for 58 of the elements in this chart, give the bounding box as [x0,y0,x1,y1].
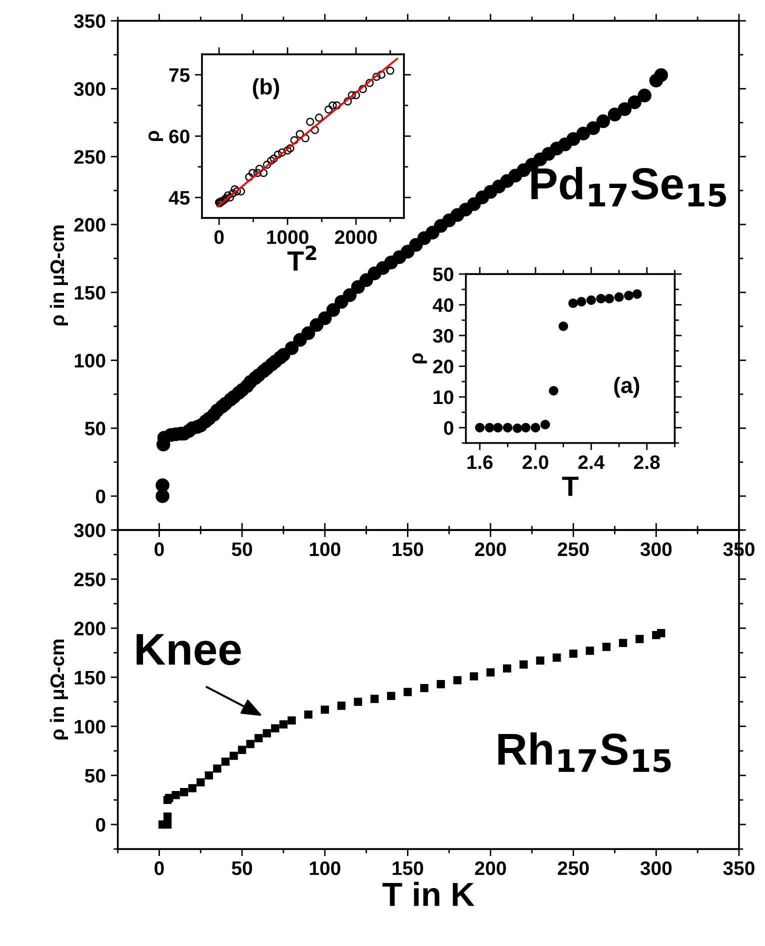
x-tick-label: 2.4 [578,455,605,469]
annotation: Rh$_{17}$S$_{15}$ [498,732,671,772]
y-tick-label: 100 [74,720,106,734]
x-tick-label: 1.6 [468,455,493,470]
y-tick-label: 0 [96,490,106,504]
x-tick-label: 2.8 [634,455,660,470]
y-tick-label: 0 [96,818,106,832]
y-tick-label: 150 [74,286,106,300]
x-axis-title: T$^{2}$ [287,246,316,271]
x-tick-label: 350 [723,861,754,876]
y-tick-label: 30 [432,328,454,343]
x-tick-label: 1000 [267,230,308,244]
y-tick-label: 250 [74,572,106,586]
y-tick-label: 300 [74,524,106,538]
x-axis-title: T in K [382,882,474,906]
y-tick-label: 50 [84,768,106,783]
x-tick-label: 100 [310,542,340,556]
y-tick-label: 20 [433,360,454,374]
y-axis-title: ρ in μΩ-cm [50,640,68,740]
x-tick-label: 2.0 [522,455,548,470]
y-tick-label: 200 [74,218,106,232]
x-tick-label: 200 [474,861,506,876]
y-tick-label: 250 [74,150,106,164]
x-tick-label: 2000 [335,230,377,244]
y-tick-label: 200 [74,622,106,636]
x-tick-label: 50 [232,542,252,556]
x-axis-title: T [562,476,578,496]
annotation: (a) [614,376,640,398]
x-tick-label: 0 [154,542,164,556]
y-axis-title: ρ [412,353,427,364]
y-axis-title: ρ in μΩ-cm [50,226,68,326]
y-tick-label: 45 [168,191,190,205]
x-tick-label: 300 [640,542,672,556]
y-tick-label: 40 [432,298,454,312]
y-axis-title: ρ [148,130,163,141]
y-tick-label: 50 [433,268,454,282]
x-tick-label: 100 [310,861,340,876]
y-tick-label: 150 [74,670,106,685]
x-tick-label: 250 [558,861,589,876]
y-tick-label: 100 [74,354,106,368]
x-tick-label: 150 [392,861,424,876]
annotation: Knee [136,634,241,666]
x-tick-label: 150 [392,542,424,556]
annotation: (b) [252,78,280,100]
y-tick-label: 60 [169,130,190,144]
x-tick-label: 250 [558,542,589,556]
x-tick-label: 0 [214,230,224,244]
x-tick-label: 200 [474,542,506,556]
y-tick-label: 300 [74,82,106,96]
y-tick-label: 0 [444,421,454,435]
x-tick-label: 300 [640,861,672,876]
annotation: Pd$_{17}$Se$_{15}$ [531,166,726,207]
y-tick-label: 350 [74,14,106,28]
x-tick-label: 50 [232,861,252,876]
x-tick-label: 0 [154,861,164,876]
y-tick-label: 75 [169,68,190,82]
y-tick-label: 50 [84,422,106,436]
y-tick-label: 10 [434,390,454,404]
